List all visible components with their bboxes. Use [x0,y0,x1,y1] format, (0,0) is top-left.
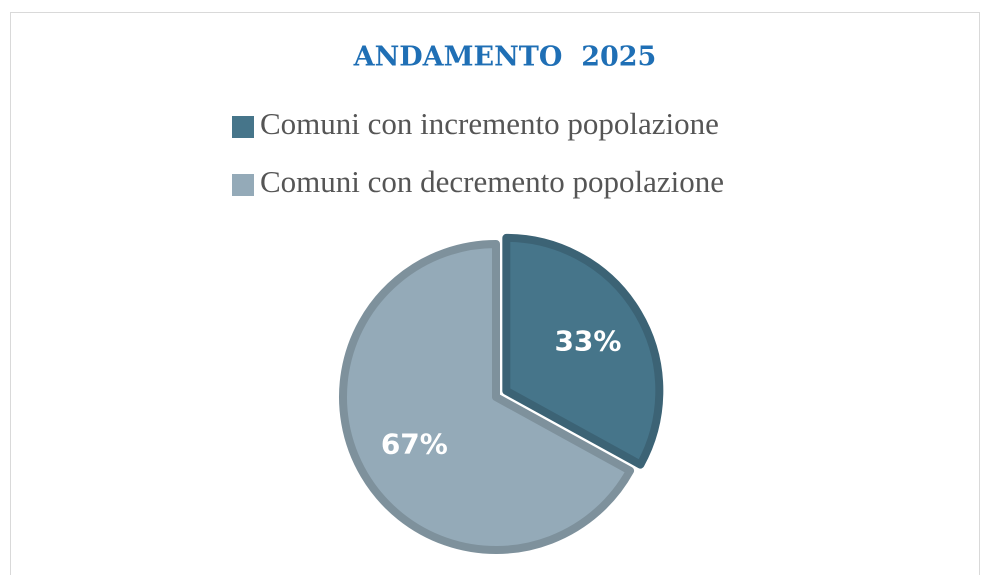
data-label: 33% [554,325,621,358]
legend-swatch [232,116,254,138]
pie-slice [339,240,635,554]
chart-title: ANDAMENTO 2025 [353,42,657,73]
legend-label: Comuni con decremento popolazione [260,164,724,199]
legend-label: Comuni con incremento popolazione [260,106,719,141]
data-label: 67% [381,427,448,460]
legend-swatch [232,174,254,196]
pie-slice [502,233,664,469]
